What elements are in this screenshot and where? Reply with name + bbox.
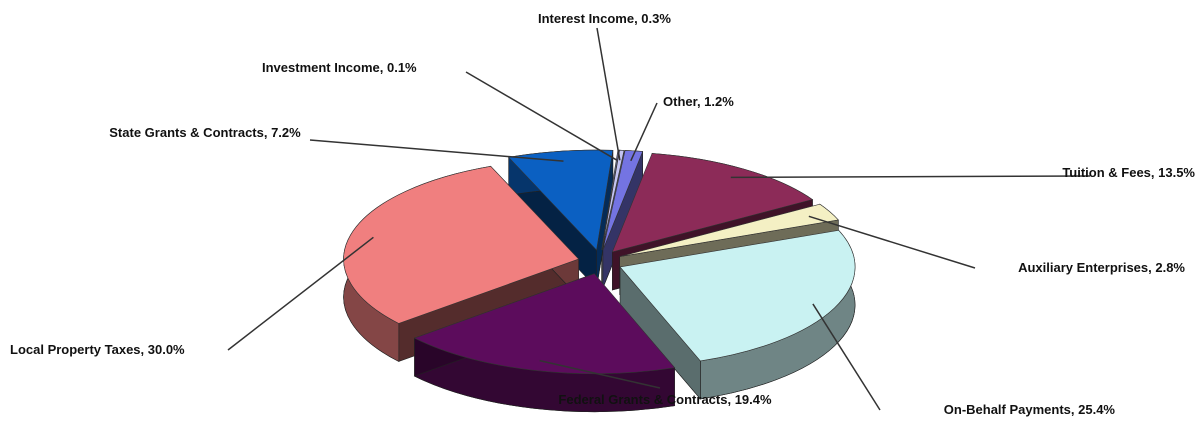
- slice: [611, 153, 814, 253]
- data-label: Tuition & Fees, 13.5%: [1062, 165, 1195, 180]
- leader-line: [596, 27, 621, 161]
- leader-line: [465, 71, 618, 161]
- leader-line: [539, 359, 661, 389]
- leader-line: [630, 102, 658, 162]
- leader-line: [812, 303, 881, 411]
- data-label: State Grants & Contracts, 7.2%: [109, 125, 301, 140]
- data-label: Other, 1.2%: [663, 94, 734, 109]
- slice: [619, 203, 839, 257]
- leader-line: [730, 175, 1091, 179]
- data-label: On-Behalf Payments, 25.4%: [943, 402, 1115, 417]
- slice: [601, 149, 625, 251]
- data-label: Auxiliary Enterprises, 2.8%: [1018, 260, 1185, 275]
- slice: [619, 229, 856, 362]
- slice: [343, 166, 580, 324]
- leader-line: [808, 215, 976, 269]
- leader-line: [227, 236, 374, 351]
- data-label: Local Property Taxes, 30.0%: [10, 342, 185, 357]
- slice: [602, 150, 644, 251]
- leader-line: [309, 139, 564, 162]
- data-label: Interest Income, 0.3%: [538, 11, 671, 26]
- data-label: Investment Income, 0.1%: [262, 60, 417, 75]
- data-label: Federal Grants & Contracts, 19.4%: [558, 392, 772, 407]
- slice-tops: [343, 149, 856, 374]
- slice: [413, 273, 676, 374]
